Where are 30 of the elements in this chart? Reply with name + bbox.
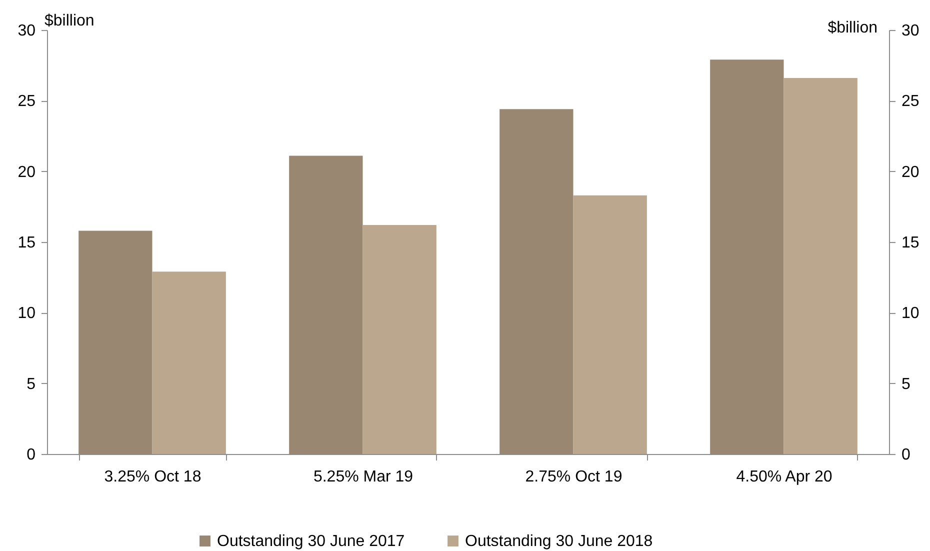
bar [573,195,647,454]
bar [500,109,574,454]
y-tick-label: 10 [18,305,36,322]
x-tick-label: 2.75% Oct 19 [525,468,622,486]
y2-tick-label: 30 [902,22,920,40]
y2-tick-label: 10 [902,305,920,322]
y2-axis-title: $billion [828,20,878,36]
y2-tick-label: 0 [902,446,910,464]
y-tick-label: 5 [26,376,36,393]
y2-tick-label: 15 [902,234,920,252]
y2-tick-label: 25 [902,93,920,110]
y2-tick-label: 5 [902,376,910,393]
bar [784,78,858,454]
y2-tick-label: 20 [902,164,920,181]
bar [289,156,363,454]
bar [152,272,226,454]
bar [710,60,784,454]
y-tick-label: 0 [26,446,36,464]
y-axis-title: $billion [44,12,94,30]
y-tick-label: 20 [18,164,36,181]
y-tick-label: 25 [18,93,36,110]
y-tick-label: 30 [18,22,36,40]
bar [362,225,436,454]
legend-label: Outstanding 30 June 2018 [465,533,653,550]
x-tick-label: 4.50% Apr 20 [736,468,832,486]
x-tick-label: 5.25% Mar 19 [313,468,414,486]
bar [78,230,152,454]
y-tick-label: 15 [18,234,36,252]
x-tick-label: 3.25% Oct 18 [104,468,202,486]
legend-label: Outstanding 30 June 2017 [217,533,405,550]
